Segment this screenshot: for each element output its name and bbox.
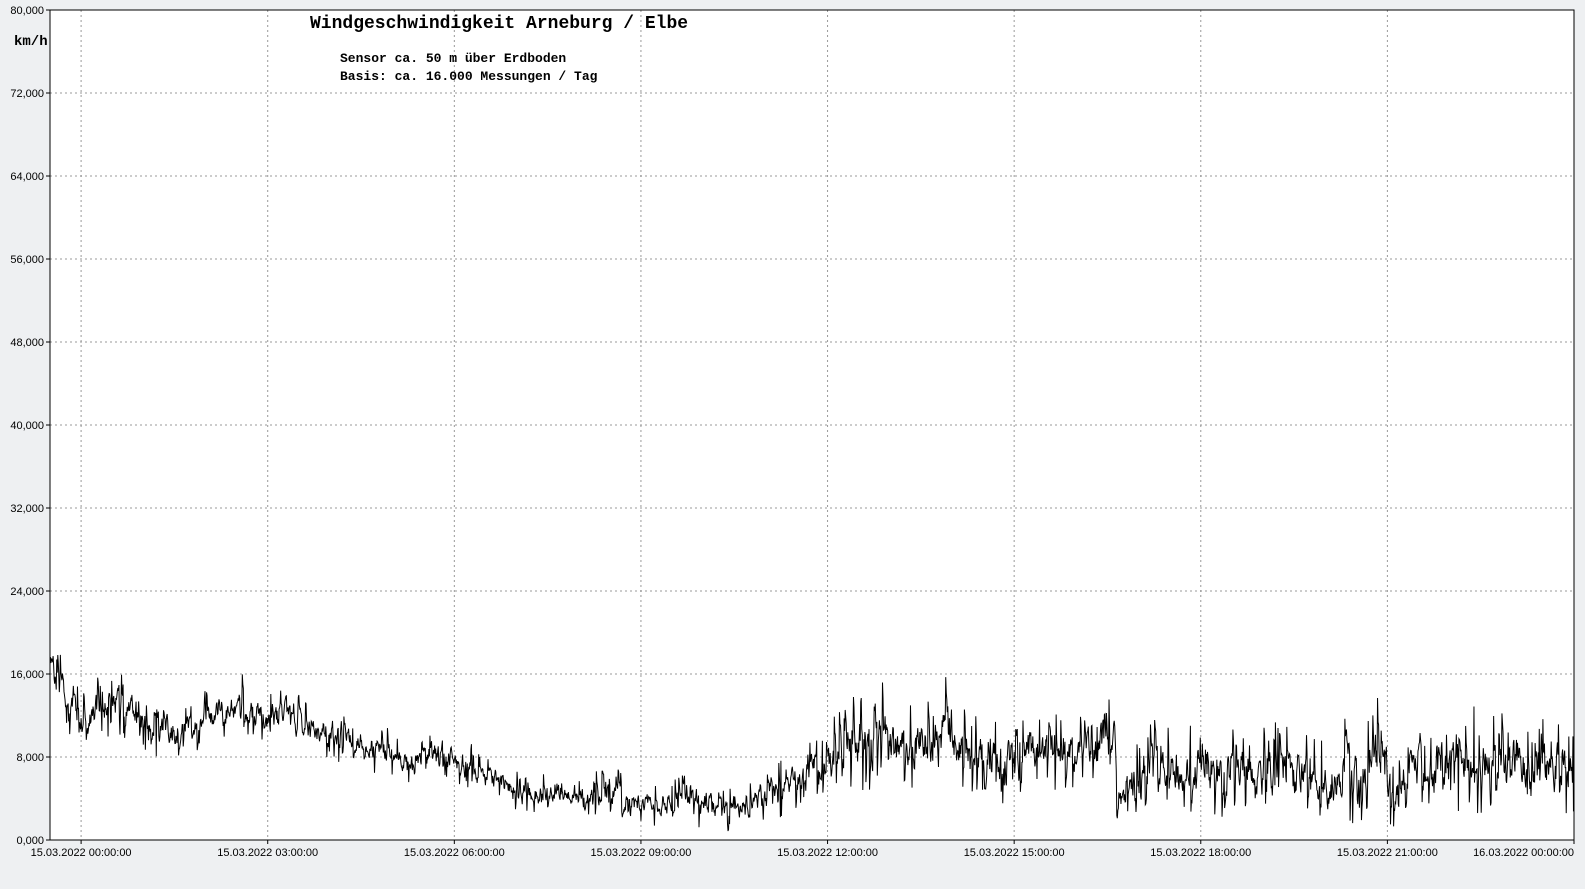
y-tick-label: 8,000 [16,752,44,764]
x-tick-label: 15.03.2022 12:00:00 [777,847,878,859]
x-tick-label: 15.03.2022 15:00:00 [964,847,1065,859]
x-tick-label: 16.03.2022 00:00:00 [1473,847,1574,859]
y-tick-label: 64,000 [10,171,44,183]
x-tick-label: 15.03.2022 00:00:00 [31,847,132,859]
x-tick-label: 15.03.2022 21:00:00 [1337,847,1438,859]
chart-title: Windgeschwindigkeit Arneburg / Elbe [310,14,688,34]
y-tick-label: 80,000 [10,5,44,17]
chart-subtitle-1: Sensor ca. 50 m über Erdboden [340,51,566,66]
wind-speed-chart: 0,000 8,000 16,000 24,000 32,000 40,000 48,000… [0,0,1585,889]
chart-svg: 0,000 8,000 16,000 24,000 32,000 40,000 48,000… [0,0,1585,889]
x-tick-label: 15.03.2022 03:00:00 [217,847,318,859]
y-tick-label: 72,000 [10,88,44,100]
x-tick-label: 15.03.2022 06:00:00 [404,847,505,859]
y-tick-label: 24,000 [10,586,44,598]
y-tick-label: 16,000 [10,669,44,681]
x-tick-label: 15.03.2022 09:00:00 [590,847,691,859]
x-tick-label: 15.03.2022 18:00:00 [1150,847,1251,859]
y-tick-label: 0,000 [16,835,44,847]
y-tick-label: 48,000 [10,337,44,349]
chart-subtitle-2: Basis: ca. 16.000 Messungen / Tag [340,69,598,84]
y-tick-label: 32,000 [10,503,44,515]
y-axis-unit: km/h [14,34,48,50]
y-tick-label: 40,000 [10,420,44,432]
y-tick-label: 56,000 [10,254,44,266]
